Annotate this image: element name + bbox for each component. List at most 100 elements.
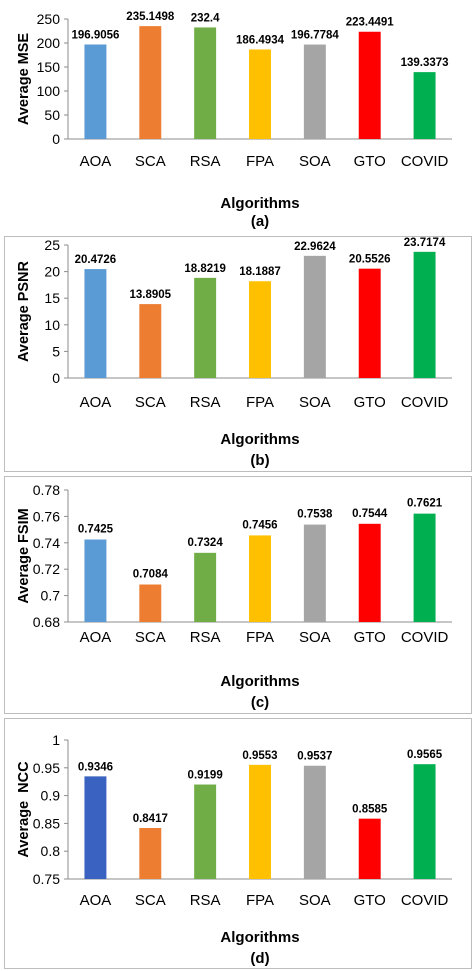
data-label: 0.7621 bbox=[407, 498, 443, 510]
x-axis-title: Algorithms bbox=[220, 929, 299, 946]
x-tick-label: COVID bbox=[401, 394, 449, 411]
bar-rsa bbox=[194, 552, 217, 622]
x-tick-label: FPA bbox=[246, 153, 274, 170]
data-label: 23.7174 bbox=[404, 237, 446, 249]
y-axis-title: Average MSE bbox=[16, 33, 32, 125]
y-tick-label: 0.95 bbox=[33, 760, 60, 776]
y-tick-label: 0 bbox=[52, 131, 60, 147]
bar-sca bbox=[139, 26, 162, 139]
x-tick-label: SCA bbox=[135, 153, 166, 170]
x-tick-label: COVID bbox=[401, 892, 449, 909]
x-tick-label: SOA bbox=[299, 629, 331, 646]
panel-caption: (b) bbox=[250, 452, 269, 469]
x-axis-title: Algorithms bbox=[220, 673, 299, 690]
bar-soa bbox=[303, 765, 326, 879]
y-tick-label: 200 bbox=[37, 35, 61, 51]
data-label: 22.9624 bbox=[294, 241, 336, 253]
x-tick-label: SCA bbox=[135, 629, 166, 646]
y-tick-label: 0.72 bbox=[33, 561, 60, 577]
y-tick-label: 0.85 bbox=[33, 815, 60, 831]
y-axis-title: Average NCC bbox=[16, 761, 32, 858]
x-tick-label: COVID bbox=[401, 153, 449, 170]
data-label: 0.7456 bbox=[242, 519, 277, 531]
x-tick-label: FPA bbox=[246, 629, 274, 646]
y-tick-label: 15 bbox=[44, 290, 60, 306]
chart-panel-mse: 0 50 100 150 200 250 196.9056 AOA 235.1498 SCA 232… bbox=[0, 0, 474, 232]
y-tick-label: 0.68 bbox=[33, 614, 60, 630]
y-tick-label: 0 bbox=[52, 370, 60, 386]
x-tick-label: FPA bbox=[246, 892, 274, 909]
x-tick-label: FPA bbox=[246, 394, 274, 411]
y-tick-label: 0.9 bbox=[41, 788, 61, 804]
bar-soa bbox=[303, 44, 326, 139]
x-tick-label: SOA bbox=[299, 153, 331, 170]
data-label: 13.8905 bbox=[129, 289, 171, 301]
bar-rsa bbox=[194, 27, 217, 140]
y-tick-label: 150 bbox=[37, 59, 61, 75]
y-axis-title: Average FSIM bbox=[16, 508, 32, 603]
data-label: 0.9199 bbox=[188, 770, 223, 782]
bar-fpa bbox=[249, 281, 271, 378]
panel-caption: (a) bbox=[251, 213, 269, 230]
y-tick-label: 5 bbox=[52, 343, 60, 359]
bar-covid bbox=[413, 251, 436, 378]
mse-bar-chart: 0 50 100 150 200 250 196.9056 AOA 235.1498 SCA 232… bbox=[16, 11, 452, 230]
y-tick-label: 25 bbox=[44, 237, 60, 253]
panel-caption: (d) bbox=[250, 950, 269, 967]
data-label: 0.7544 bbox=[352, 508, 388, 520]
data-label: 223.4491 bbox=[346, 17, 395, 29]
bar-covid bbox=[413, 764, 436, 879]
bar-soa bbox=[303, 255, 326, 378]
bar-gto bbox=[358, 268, 381, 378]
data-label: 186.4934 bbox=[236, 34, 285, 46]
x-tick-label: GTO bbox=[354, 153, 386, 170]
bar-gto bbox=[358, 523, 381, 622]
bar-aoa bbox=[84, 539, 107, 622]
data-label: 0.9346 bbox=[78, 761, 113, 773]
x-tick-label: AOA bbox=[80, 394, 112, 411]
bar-rsa bbox=[194, 277, 217, 378]
data-label: 139.3373 bbox=[401, 57, 449, 69]
x-tick-label: SCA bbox=[135, 892, 166, 909]
bar-fpa bbox=[249, 535, 271, 622]
bar-aoa bbox=[84, 269, 107, 378]
data-label: 0.8417 bbox=[133, 813, 168, 825]
data-label: 18.8219 bbox=[184, 263, 226, 275]
x-tick-label: AOA bbox=[80, 629, 112, 646]
x-tick-label: AOA bbox=[80, 153, 112, 170]
x-tick-label: GTO bbox=[354, 629, 386, 646]
y-axis-title: Average PSNR bbox=[16, 260, 32, 362]
bar-covid bbox=[413, 72, 436, 139]
x-tick-label: RSA bbox=[190, 153, 221, 170]
data-label: 235.1498 bbox=[126, 11, 175, 23]
bar-fpa bbox=[249, 764, 271, 879]
x-tick-label: SOA bbox=[299, 394, 331, 411]
chart-panel-psnr: 0 5 10 15 20 25 20.4726 AOA 13.8905 SCA 18.8219 RSA… bbox=[0, 236, 474, 472]
y-tick-label: 100 bbox=[37, 83, 61, 99]
bar-sca bbox=[139, 584, 162, 622]
bar-gto bbox=[358, 31, 381, 140]
y-tick-label: 1 bbox=[52, 732, 60, 748]
y-tick-label: 0.78 bbox=[33, 482, 60, 498]
y-tick-label: 50 bbox=[44, 107, 60, 123]
bar-aoa bbox=[84, 44, 107, 139]
data-label: 196.7784 bbox=[291, 30, 340, 42]
y-tick-label: 250 bbox=[37, 11, 61, 27]
data-label: 18.1887 bbox=[239, 266, 281, 278]
data-label: 0.8585 bbox=[352, 804, 388, 816]
data-label: 0.7324 bbox=[188, 537, 224, 549]
chart-panel-fsim: 0.68 0.7 0.72 0.74 0.76 0.78 0.7425 AOA 0.7084 SC… bbox=[0, 476, 474, 714]
bar-gto bbox=[358, 818, 381, 879]
x-tick-label: RSA bbox=[190, 394, 221, 411]
x-tick-label: AOA bbox=[80, 892, 112, 909]
x-tick-label: RSA bbox=[190, 629, 221, 646]
psnr-bar-chart: 0 5 10 15 20 25 20.4726 AOA 13.8905 SCA 18.8219 RSA… bbox=[16, 237, 452, 469]
data-label: 0.9565 bbox=[407, 749, 443, 761]
y-tick-label: 0.7 bbox=[41, 588, 61, 604]
panel-caption: (c) bbox=[251, 694, 269, 711]
y-tick-label: 20 bbox=[44, 264, 60, 280]
data-label: 196.9056 bbox=[71, 29, 119, 41]
y-tick-label: 0.74 bbox=[33, 535, 60, 551]
bar-rsa bbox=[194, 784, 217, 879]
x-tick-label: COVID bbox=[401, 629, 449, 646]
